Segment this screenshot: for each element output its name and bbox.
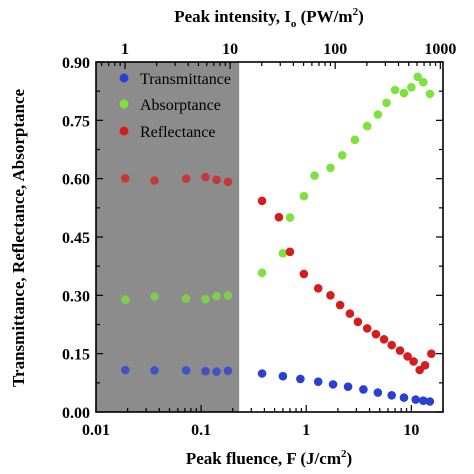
absorptance-point-14: [362, 121, 372, 131]
transmittance-point-9: [313, 377, 323, 386]
absorptance-point-4: [212, 291, 221, 301]
reflectance-point-1: [150, 176, 159, 185]
absorptance-point-13: [350, 135, 360, 145]
transmittance-point-12: [359, 385, 368, 394]
x-tick-label: 0.1: [191, 422, 211, 439]
transmittance-point-10: [328, 380, 338, 389]
tick-labels: 0.01 0.1 1 10 1 10 100 1000 0.00 0.15 0.30 0.45 0.60…: [62, 41, 456, 439]
y-tick-label: 0.00: [62, 405, 90, 422]
transmittance-point-17: [419, 396, 428, 406]
absorptance-point-17: [390, 85, 400, 95]
x2-tick-label: 100: [323, 41, 347, 58]
legend-marker-reflectance: [119, 126, 129, 136]
transmittance-point-7: [278, 371, 288, 381]
transmittance-point-11: [343, 382, 353, 392]
absorptance-point-22: [425, 89, 435, 99]
absorptance-point-16: [382, 98, 391, 108]
y-tick-label: 0.15: [62, 347, 90, 364]
legend-label-transmittance: Transmittance: [140, 71, 231, 88]
absorptance-point-7: [278, 249, 288, 258]
reflectance-point-12: [335, 300, 345, 310]
reflectance-point-10: [313, 284, 323, 293]
reflectance-point-11: [326, 291, 335, 300]
legend-marker-transmittance: [119, 73, 129, 83]
reflectance-point-15: [362, 324, 372, 333]
legend-label-absorptance: Absorptance: [140, 97, 221, 114]
x2-axis-title: Peak intensity, Io (PW/m2): [174, 6, 364, 30]
absorptance-point-10: [310, 171, 319, 180]
y-tick-label: 0.75: [62, 113, 90, 130]
transmittance-point-15: [399, 393, 409, 402]
reflectance-point-9: [299, 269, 309, 279]
reflectance-point-20: [403, 352, 412, 361]
x2-tick-label: 1: [121, 41, 129, 58]
x-axis-title: Peak fluence, F (J/cm2): [186, 448, 352, 468]
y-tick-label: 0.30: [62, 288, 90, 305]
transmittance-point-5: [223, 366, 233, 376]
absorptance-point-21: [419, 77, 428, 87]
absorptance-point-0: [121, 295, 130, 304]
reflectance-point-2: [181, 174, 191, 183]
transmittance-point-4: [212, 367, 221, 376]
absorptance-point-12: [337, 151, 347, 160]
absorptance-point-2: [181, 294, 191, 303]
transmittance-point-2: [181, 366, 191, 375]
transmittance-point-6: [257, 369, 267, 378]
absorptance-point-6: [257, 268, 267, 278]
transmittance-point-18: [425, 397, 435, 406]
reflectance-point-0: [121, 173, 130, 183]
transmittance-point-14: [387, 390, 396, 400]
y-tick-label: 0.45: [62, 230, 90, 247]
reflectance-point-3: [201, 172, 210, 182]
reflectance-point-16: [371, 329, 381, 339]
absorptance-point-8: [285, 213, 295, 222]
shaded-region: [96, 62, 240, 412]
transmittance-point-16: [411, 395, 421, 404]
reflectance-point-7: [274, 212, 284, 222]
transmittance-point-1: [150, 366, 159, 375]
absorptance-point-9: [299, 191, 309, 201]
y-tick-label: 0.90: [62, 55, 90, 72]
absorptance-point-15: [373, 110, 383, 119]
axis-ticks: [95, 61, 444, 413]
reflectance-point-8: [285, 247, 295, 257]
absorptance-point-1: [150, 292, 159, 301]
reflectance-point-19: [395, 346, 405, 355]
legend-marker-absorptance: [119, 99, 129, 109]
transmittance-point-8: [296, 374, 305, 384]
absorptance-point-18: [399, 88, 409, 98]
reflectance-point-24: [427, 349, 436, 358]
data-points: [121, 72, 436, 406]
x2-tick-label: 1000: [424, 41, 456, 58]
transmittance-point-3: [201, 366, 210, 376]
reflectance-point-13: [345, 309, 355, 318]
legend-label-reflectance: Reflectance: [140, 124, 216, 141]
reflectance-point-4: [212, 175, 221, 185]
y-axis-title: Transmittance, Reflectance, Absorptance: [9, 89, 28, 388]
x-tick-label: 10: [403, 422, 419, 439]
transmittance-point-0: [121, 365, 130, 375]
legend: Transmittance Absorptance Reflectance: [119, 71, 231, 141]
reflectance-point-14: [353, 317, 363, 327]
reflectance-point-5: [223, 177, 233, 187]
absorptance-point-20: [413, 72, 423, 82]
reflectance-point-17: [379, 334, 389, 344]
transmittance-point-13: [373, 388, 383, 397]
absorptance-point-19: [407, 82, 416, 92]
x2-tick-label: 10: [222, 41, 238, 58]
absorptance-point-11: [326, 163, 335, 173]
reflectance-point-18: [387, 340, 396, 350]
x-tick-label: 1: [302, 422, 310, 439]
absorptance-point-5: [223, 291, 233, 300]
x-tick-label: 0.01: [82, 422, 110, 439]
absorptance-point-3: [201, 294, 210, 304]
reflectance-point-6: [257, 196, 267, 206]
reflectance-point-23: [420, 361, 430, 370]
reflectance-point-21: [409, 357, 418, 366]
y-tick-label: 0.60: [62, 172, 90, 189]
